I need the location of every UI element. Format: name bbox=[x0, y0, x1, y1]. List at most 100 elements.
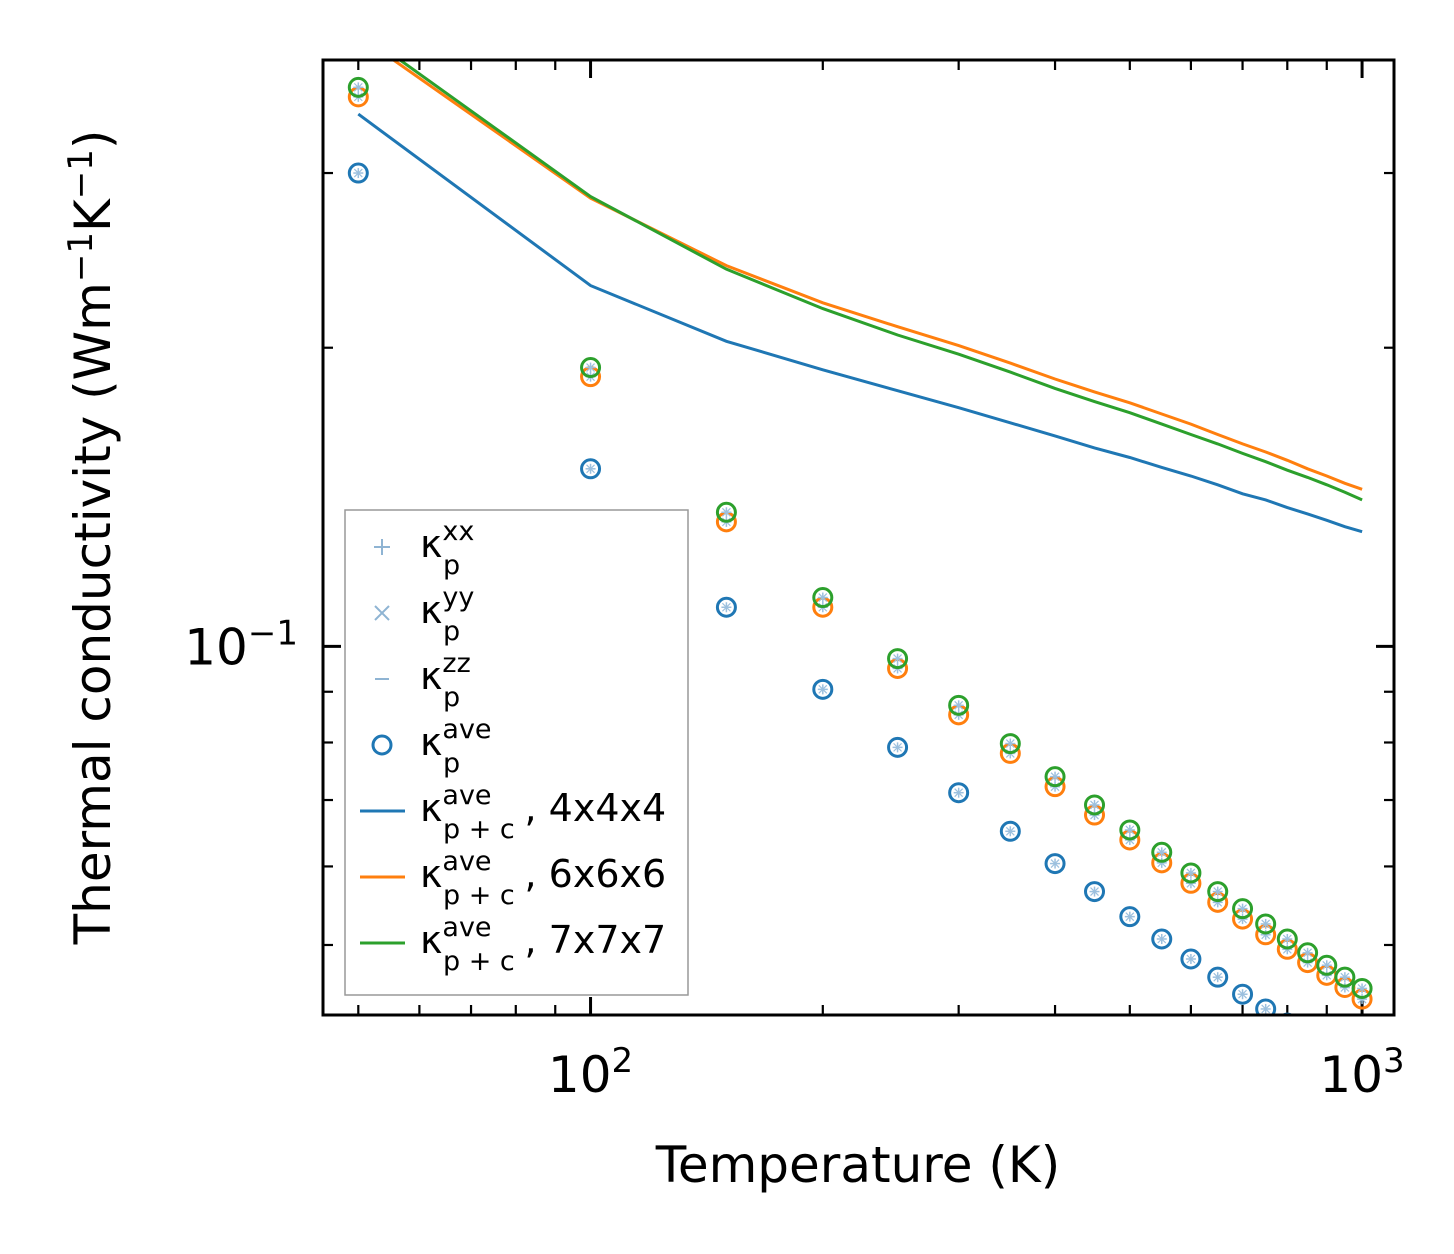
data-point bbox=[887, 648, 909, 670]
data-point bbox=[1276, 928, 1298, 950]
data-point bbox=[1119, 906, 1141, 928]
point-circle-marker bbox=[887, 736, 909, 758]
data-point bbox=[812, 587, 834, 609]
data-point bbox=[580, 458, 602, 480]
point-cross-marker bbox=[1005, 739, 1015, 748]
point-circle-marker bbox=[1044, 853, 1066, 875]
series-line bbox=[357, 112, 1363, 534]
point-cross-marker bbox=[893, 654, 902, 664]
point-cross-marker bbox=[586, 464, 595, 474]
legend-label-sup: ave bbox=[442, 846, 491, 877]
point-circle-marker bbox=[1084, 881, 1106, 903]
data-point bbox=[1207, 881, 1229, 903]
point-cross-marker bbox=[1283, 1019, 1291, 1027]
legend-label-sub: p bbox=[443, 616, 460, 647]
plot-frame bbox=[321, 58, 1396, 1017]
legend-label-sub: p bbox=[443, 682, 460, 713]
point-circle-marker bbox=[1280, 1012, 1294, 1015]
point-cross-marker bbox=[954, 700, 964, 710]
legend-label-base: κ bbox=[420, 720, 442, 764]
data-point bbox=[1299, 1028, 1317, 1046]
x-tick-label-base: 10 bbox=[548, 1046, 612, 1104]
data-point bbox=[1255, 913, 1277, 935]
point-cross-marker bbox=[1090, 887, 1099, 896]
data-point bbox=[1207, 966, 1229, 988]
x-tick-label: 102 bbox=[548, 1041, 633, 1104]
point-circle-marker bbox=[812, 587, 834, 609]
legend-label-suffix: , 6x6x6 bbox=[525, 852, 667, 896]
point-circle-marker bbox=[1232, 898, 1254, 920]
legend-label: κave p + c , 4x4x4 bbox=[420, 780, 666, 845]
legend-label-sub: p bbox=[443, 748, 460, 779]
point-cross-marker bbox=[1050, 772, 1060, 782]
point-circle-marker bbox=[1044, 766, 1066, 788]
legend-label-base: κ bbox=[420, 918, 442, 962]
series-line bbox=[397, 60, 1363, 502]
y-tick-label-exponent: −1 bbox=[248, 613, 298, 653]
data-point bbox=[1232, 983, 1254, 1005]
point-circle-marker bbox=[1207, 881, 1229, 903]
point-circle-marker bbox=[999, 820, 1021, 842]
data-point bbox=[1334, 966, 1356, 988]
legend-label: κzz p bbox=[420, 648, 471, 713]
point-circle-marker bbox=[1297, 942, 1319, 964]
y-axis-label: Thermal conductivity (Wm−1K−1) bbox=[61, 130, 122, 946]
point-circle-marker bbox=[1255, 998, 1277, 1015]
legend-entry: κxx p bbox=[374, 516, 474, 581]
point-circle-marker bbox=[347, 76, 369, 98]
y-axis-label-sup1: −1 bbox=[61, 232, 101, 282]
data-point bbox=[1044, 853, 1066, 875]
legend-label-sup: ave bbox=[442, 780, 491, 811]
legend-entry: κave p + c , 6x6x6 bbox=[360, 846, 666, 911]
legend-label-suffix: , 4x4x4 bbox=[525, 786, 667, 830]
legend-label-base: κ bbox=[420, 654, 442, 698]
point-circle-marker bbox=[1119, 819, 1141, 841]
data-point bbox=[580, 357, 602, 379]
legend-label-base: κ bbox=[420, 588, 442, 632]
legend-label: κyy p bbox=[420, 582, 474, 647]
point-circle-marker bbox=[580, 458, 602, 480]
legend-label-sup: zz bbox=[442, 648, 470, 679]
data-point bbox=[948, 782, 970, 804]
point-cross-marker bbox=[721, 507, 731, 517]
data-point bbox=[1297, 942, 1319, 964]
series-line bbox=[390, 60, 1363, 491]
point-cross-marker bbox=[1238, 904, 1247, 914]
point-cross-marker bbox=[1186, 868, 1196, 878]
x-axis-label: Temperature (K) bbox=[655, 1136, 1060, 1194]
legend-label-base: κ bbox=[420, 522, 442, 566]
data-point bbox=[1255, 998, 1277, 1015]
data-point bbox=[347, 162, 369, 184]
point-circle-marker bbox=[1180, 948, 1202, 970]
x-tick-label-exponent: 2 bbox=[612, 1041, 634, 1081]
point-cross-marker bbox=[1322, 960, 1332, 970]
point-circle-marker bbox=[1207, 966, 1229, 988]
data-point bbox=[1351, 977, 1373, 999]
point-circle-marker bbox=[1255, 913, 1277, 935]
legend-label: κxx p bbox=[420, 516, 474, 581]
point-cross-marker bbox=[1283, 1019, 1291, 1027]
data-point bbox=[1316, 954, 1338, 976]
point-cross-marker bbox=[1213, 972, 1223, 982]
point-cross-marker bbox=[893, 742, 902, 752]
legend-label-base: κ bbox=[420, 852, 442, 896]
legend-box bbox=[344, 509, 689, 996]
point-circle-marker bbox=[1316, 954, 1338, 976]
y-axis-label-end: ) bbox=[64, 130, 122, 150]
point-cross-marker bbox=[1238, 989, 1247, 999]
point-cross-marker bbox=[1261, 1004, 1271, 1014]
point-circle-marker bbox=[1151, 928, 1173, 950]
point-circle-marker bbox=[1084, 794, 1106, 816]
data-point bbox=[999, 733, 1021, 755]
legend-label-sup: xx bbox=[442, 516, 474, 547]
point-circle-marker bbox=[1299, 1028, 1317, 1046]
point-cross-marker bbox=[1125, 825, 1135, 835]
legend-label-sub: p + c bbox=[443, 814, 515, 845]
legend-entry: κave p bbox=[371, 714, 492, 779]
legend-label-sub: p bbox=[443, 550, 460, 581]
legend-cross-marker bbox=[374, 605, 390, 621]
data-point bbox=[1180, 948, 1202, 970]
x-tick-label: 103 bbox=[1319, 1041, 1404, 1104]
data-point bbox=[1151, 928, 1173, 950]
